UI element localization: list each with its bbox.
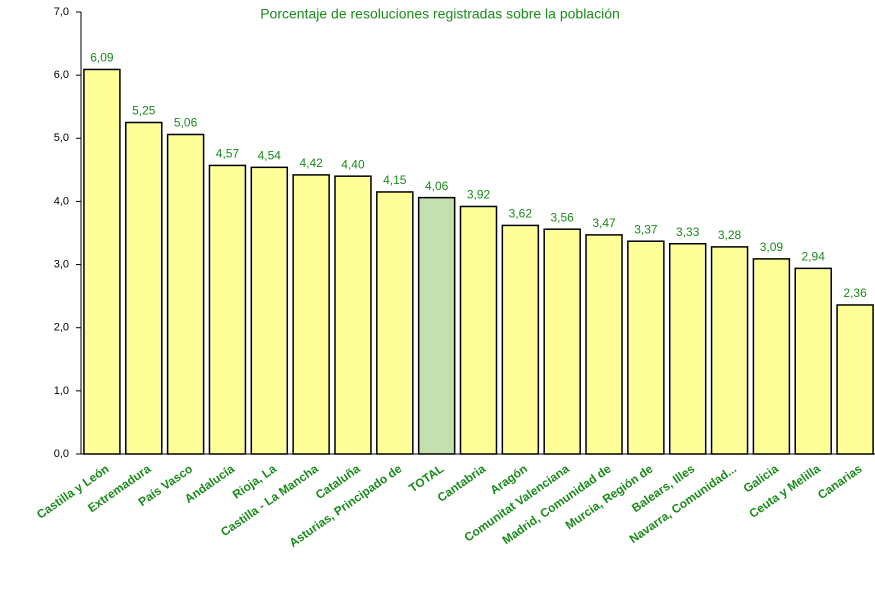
- bar: [794, 267, 832, 455]
- value-label: 5,25: [132, 104, 156, 118]
- bar: [710, 246, 749, 455]
- value-label: 3,92: [467, 188, 491, 202]
- y-tick-label: 7,0: [54, 6, 69, 18]
- bar: [836, 304, 874, 455]
- bar: [208, 164, 247, 455]
- value-label: 4,54: [258, 149, 282, 163]
- y-tick-label: 3,0: [54, 258, 69, 270]
- value-label: 6,09: [90, 51, 114, 65]
- bar: [292, 174, 330, 455]
- chart-title: Porcentaje de resoluciones registradas s…: [260, 6, 620, 22]
- value-label: 4,40: [341, 157, 365, 171]
- bar: [752, 258, 791, 455]
- value-label: 4,42: [299, 156, 323, 170]
- value-label: 3,62: [509, 207, 533, 221]
- value-label: 4,15: [383, 173, 407, 187]
- y-tick-label: 0,0: [54, 448, 69, 460]
- value-label: 5,06: [174, 116, 198, 130]
- x-tick-label: Castilla y León: [34, 462, 111, 522]
- x-tick-label: Ceuta y Melilla: [746, 461, 823, 520]
- bar: [166, 133, 205, 455]
- y-tick-label: 6,0: [54, 69, 69, 81]
- value-label: 2,94: [802, 250, 826, 264]
- value-label: 4,06: [425, 179, 449, 193]
- bar: [668, 242, 707, 455]
- y-tick-label: 1,0: [54, 385, 69, 397]
- x-tick-label: Canarias: [815, 461, 865, 502]
- value-label: 2,36: [843, 286, 867, 300]
- value-label: 3,28: [718, 228, 742, 242]
- bar: [83, 68, 121, 455]
- value-label: 4,57: [216, 147, 240, 161]
- bar: [125, 121, 163, 455]
- value-label: 3,47: [592, 216, 616, 230]
- y-tick-label: 4,0: [54, 195, 69, 207]
- y-tick-label: 5,0: [54, 132, 69, 144]
- x-tick-label: Cantabria: [435, 461, 489, 504]
- bar: [459, 205, 498, 455]
- bar: [417, 196, 456, 455]
- bar: [543, 228, 581, 455]
- bar: [585, 234, 623, 455]
- value-label: 3,09: [760, 240, 784, 254]
- value-label: 3,33: [676, 225, 700, 239]
- value-label: 3,37: [634, 222, 658, 236]
- bar: [334, 175, 372, 455]
- y-tick-label: 2,0: [54, 322, 69, 334]
- bar: [627, 240, 665, 455]
- bar: [376, 191, 414, 455]
- bar: [501, 224, 540, 455]
- value-label: 3,56: [551, 210, 575, 224]
- bar: [250, 166, 289, 455]
